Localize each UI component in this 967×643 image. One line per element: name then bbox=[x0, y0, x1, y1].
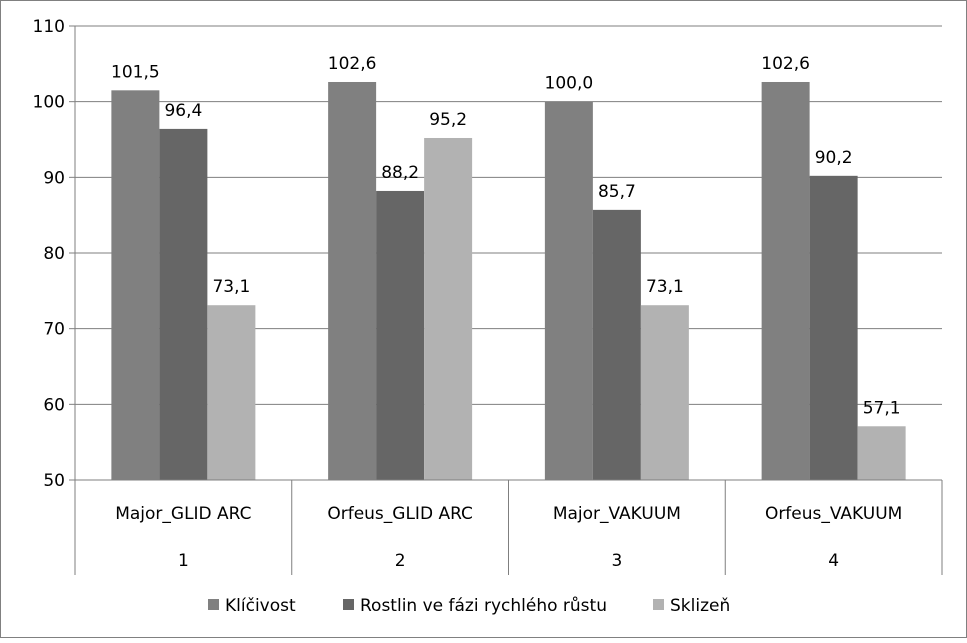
bar bbox=[111, 90, 160, 481]
y-tick-label: 60 bbox=[43, 395, 65, 415]
legend-swatch bbox=[208, 599, 219, 610]
bar bbox=[424, 137, 473, 480]
legend-label: Klíčivost bbox=[225, 596, 296, 616]
bar-value-label: 102,6 bbox=[328, 54, 377, 74]
bar bbox=[159, 128, 208, 480]
axes: 50 60 70 80 90 100 110 Major_GLID ARC 1 Orfeus_GL… bbox=[33, 17, 943, 575]
bar-value-label: 85,7 bbox=[598, 182, 636, 202]
legend: Klíčivost Rostlin ve fázi rychlého růstu S… bbox=[208, 596, 730, 616]
bar-value-label: 100,0 bbox=[545, 74, 594, 94]
bar bbox=[857, 426, 906, 480]
x-category-label: Major_GLID ARC bbox=[115, 504, 251, 524]
y-tick-label: 110 bbox=[33, 17, 65, 37]
x-category-label: Major_VAKUUM bbox=[553, 504, 681, 524]
x-group-label: 3 bbox=[611, 551, 622, 571]
bar bbox=[592, 209, 641, 480]
legend-label: Sklizeň bbox=[670, 596, 730, 616]
bar bbox=[544, 101, 593, 481]
y-tick-label: 50 bbox=[43, 471, 65, 491]
bar bbox=[761, 81, 810, 480]
bar bbox=[328, 81, 377, 480]
x-group-label: 1 bbox=[178, 551, 189, 571]
bar-value-label: 90,2 bbox=[815, 148, 853, 168]
bar-value-label: 96,4 bbox=[164, 101, 202, 121]
x-category-label: Orfeus_VAKUUM bbox=[765, 504, 902, 524]
bar bbox=[809, 175, 858, 480]
data-labels: 101,596,4 73,1 102,6 88,2 95,2 100,0 85,7 73,1 1… bbox=[111, 54, 901, 418]
legend-swatch bbox=[343, 599, 354, 610]
y-tick-label: 80 bbox=[43, 244, 65, 264]
bar bbox=[376, 190, 425, 480]
bars bbox=[111, 81, 906, 481]
bar-value-label: 101,5 bbox=[111, 62, 160, 82]
x-category-label: Orfeus_GLID ARC bbox=[327, 504, 473, 524]
bar bbox=[207, 305, 256, 480]
y-tick-label: 100 bbox=[33, 93, 65, 113]
bar-value-label: 95,2 bbox=[429, 110, 467, 130]
bar bbox=[640, 305, 689, 480]
x-group-label: 2 bbox=[395, 551, 406, 571]
bar-value-label: 73,1 bbox=[646, 277, 684, 297]
y-tick-label: 90 bbox=[43, 168, 65, 188]
bar-value-label: 88,2 bbox=[381, 163, 419, 183]
y-tick-label: 70 bbox=[43, 320, 65, 340]
bar-value-label: 102,6 bbox=[761, 54, 810, 74]
bar-value-label: 73,1 bbox=[212, 277, 250, 297]
legend-label: Rostlin ve fázi rychlého růstu bbox=[360, 596, 607, 616]
legend-swatch bbox=[653, 599, 664, 610]
bar-value-label: 57,1 bbox=[863, 398, 901, 418]
x-group-label: 4 bbox=[828, 551, 839, 571]
